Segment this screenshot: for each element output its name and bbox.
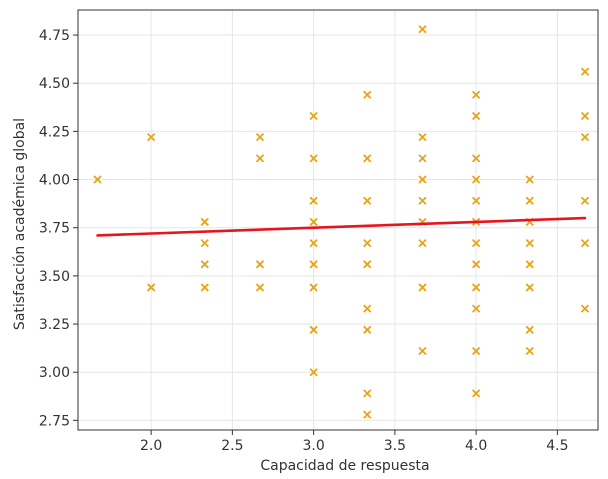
x-tick-label: 3.5	[384, 438, 406, 454]
data-point	[418, 238, 427, 248]
data-point	[471, 389, 481, 398]
data-point	[580, 111, 590, 121]
x-tick-label: 2.0	[140, 438, 162, 454]
data-point	[471, 304, 481, 313]
data-point	[525, 238, 534, 248]
data-point	[309, 368, 318, 377]
data-point	[580, 67, 590, 76]
y-axis-label: Satisfacción académica global	[12, 118, 28, 330]
data-point	[471, 238, 481, 248]
data-point	[93, 175, 102, 184]
data-point	[363, 325, 372, 334]
data-point	[418, 133, 427, 142]
x-tick-label: 4.0	[465, 438, 487, 454]
data-point	[309, 217, 318, 227]
data-point	[363, 260, 372, 269]
data-point	[471, 111, 481, 121]
x-axis-ticks: 2.0 2.5 3.0 3.5 4.0 4.5	[140, 430, 569, 454]
data-point	[363, 389, 372, 398]
data-point	[363, 154, 372, 163]
data-point	[309, 238, 318, 248]
data-point	[363, 304, 372, 313]
data-point	[418, 25, 427, 34]
data-point	[525, 346, 534, 356]
x-tick-label: 2.5	[221, 438, 243, 454]
data-point	[471, 90, 481, 99]
data-point	[146, 283, 156, 292]
data-point	[418, 196, 427, 205]
data-point	[200, 238, 209, 248]
data-point	[525, 283, 534, 292]
data-point	[418, 154, 427, 163]
y-tick-label: 3.50	[39, 269, 70, 285]
x-tick-label: 3.0	[302, 438, 324, 454]
data-point	[200, 217, 209, 227]
data-point	[471, 175, 481, 184]
y-tick-label: 3.00	[39, 365, 70, 381]
trend-line	[96, 216, 587, 237]
data-point	[580, 304, 590, 313]
data-point	[471, 196, 481, 205]
data-point	[525, 260, 534, 269]
data-point	[580, 196, 590, 205]
data-point	[418, 346, 427, 356]
data-point	[580, 133, 590, 142]
data-point	[418, 283, 427, 292]
data-point	[525, 175, 534, 184]
data-point	[255, 133, 265, 142]
x-axis-label: Capacidad de respuesta	[260, 458, 429, 474]
y-tick-label: 3.75	[39, 221, 70, 237]
data-point	[471, 346, 481, 356]
data-point	[418, 175, 427, 184]
data-point	[363, 410, 372, 419]
data-point	[363, 90, 372, 99]
data-point	[580, 238, 590, 248]
data-point	[309, 325, 318, 334]
data-point	[471, 154, 481, 163]
plot-frame	[77, 9, 599, 431]
data-point	[471, 260, 481, 269]
data-point	[309, 196, 318, 205]
data-point	[471, 283, 481, 292]
data-point	[255, 154, 265, 163]
y-tick-label: 4.00	[39, 173, 70, 189]
data-point	[363, 238, 372, 248]
data-point	[525, 325, 534, 334]
x-tick-label: 4.5	[546, 438, 568, 454]
y-axis-ticks: 2.75 3.00 3.25 3.50 3.75 4.00 4.25 4.50 4.75	[39, 28, 78, 429]
data-point	[525, 196, 534, 205]
data-point	[200, 260, 209, 269]
y-tick-label: 2.75	[39, 413, 70, 429]
y-tick-label: 4.50	[39, 76, 70, 92]
y-tick-label: 3.25	[39, 317, 70, 333]
data-point	[255, 260, 265, 269]
data-point	[309, 283, 318, 292]
y-tick-label: 4.25	[39, 124, 70, 140]
data-point	[146, 133, 156, 142]
data-points	[93, 25, 590, 419]
data-point	[363, 196, 372, 205]
y-tick-label: 4.75	[39, 28, 70, 44]
data-point	[309, 111, 318, 121]
trend-line-group	[96, 216, 587, 237]
data-point	[200, 283, 209, 292]
data-point	[309, 154, 318, 163]
data-point	[255, 283, 265, 292]
data-point	[309, 260, 318, 269]
